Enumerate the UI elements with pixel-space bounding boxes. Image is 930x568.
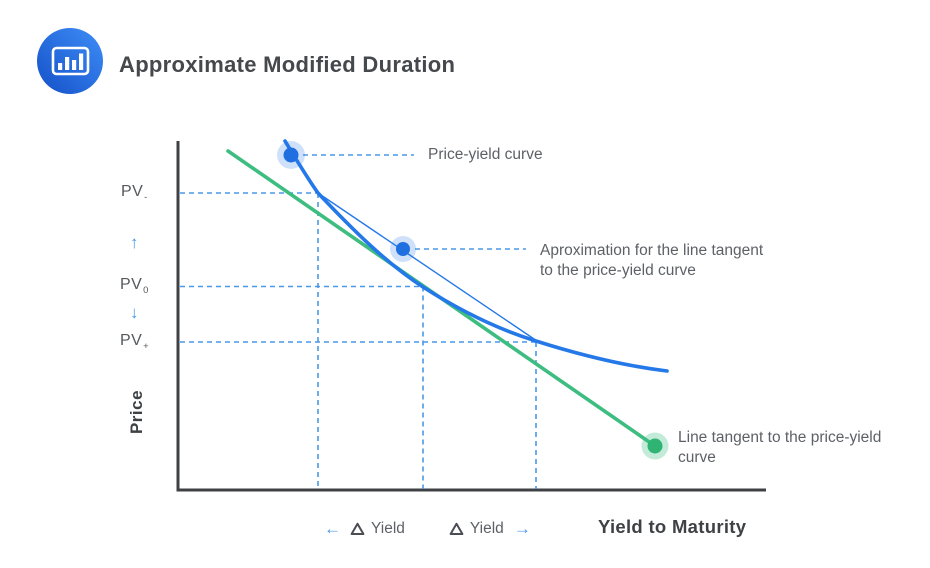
page-title: Approximate Modified Duration <box>119 52 456 77</box>
tick-pv-0: PV0 <box>120 276 149 296</box>
logo-frame <box>51 46 90 76</box>
annotation-approximation: Aproximation for the line tangent to the… <box>540 242 764 279</box>
price-yield-curve <box>283 139 669 373</box>
y-axis-title: Price <box>127 389 146 435</box>
left-arrow-icon: ← <box>324 519 341 538</box>
delta-yield-right-label: Yield <box>469 520 504 537</box>
curve-marker-dot <box>283 147 299 163</box>
tangent-marker-dot <box>647 438 663 454</box>
delta-yield-row: ← Yield Yield → <box>324 518 531 540</box>
down-arrow-icon: ↓ <box>130 303 139 322</box>
approximation-marker-dot <box>396 242 410 256</box>
right-arrow-icon: → <box>513 519 531 538</box>
secant-approximation-line <box>317 192 538 342</box>
annotation-price-yield-curve: Price-yield curve <box>428 146 543 163</box>
delta-icon <box>449 522 464 536</box>
up-arrow-icon: ↑ <box>130 233 139 252</box>
annotation-tangent-line: Line tangent to the price-yield curve <box>678 429 882 466</box>
tick-pv-minus: PV- <box>121 183 148 203</box>
delta-yield-left-label: Yield <box>371 520 405 537</box>
x-axis-title: Yield to Maturity <box>598 516 747 537</box>
y-axis-title-wrap: Price <box>97 390 177 434</box>
bar-chart-icon <box>37 28 103 94</box>
logo-circle <box>37 28 103 94</box>
tick-pv-plus: PV+ <box>120 332 150 352</box>
delta-icon <box>350 522 365 536</box>
